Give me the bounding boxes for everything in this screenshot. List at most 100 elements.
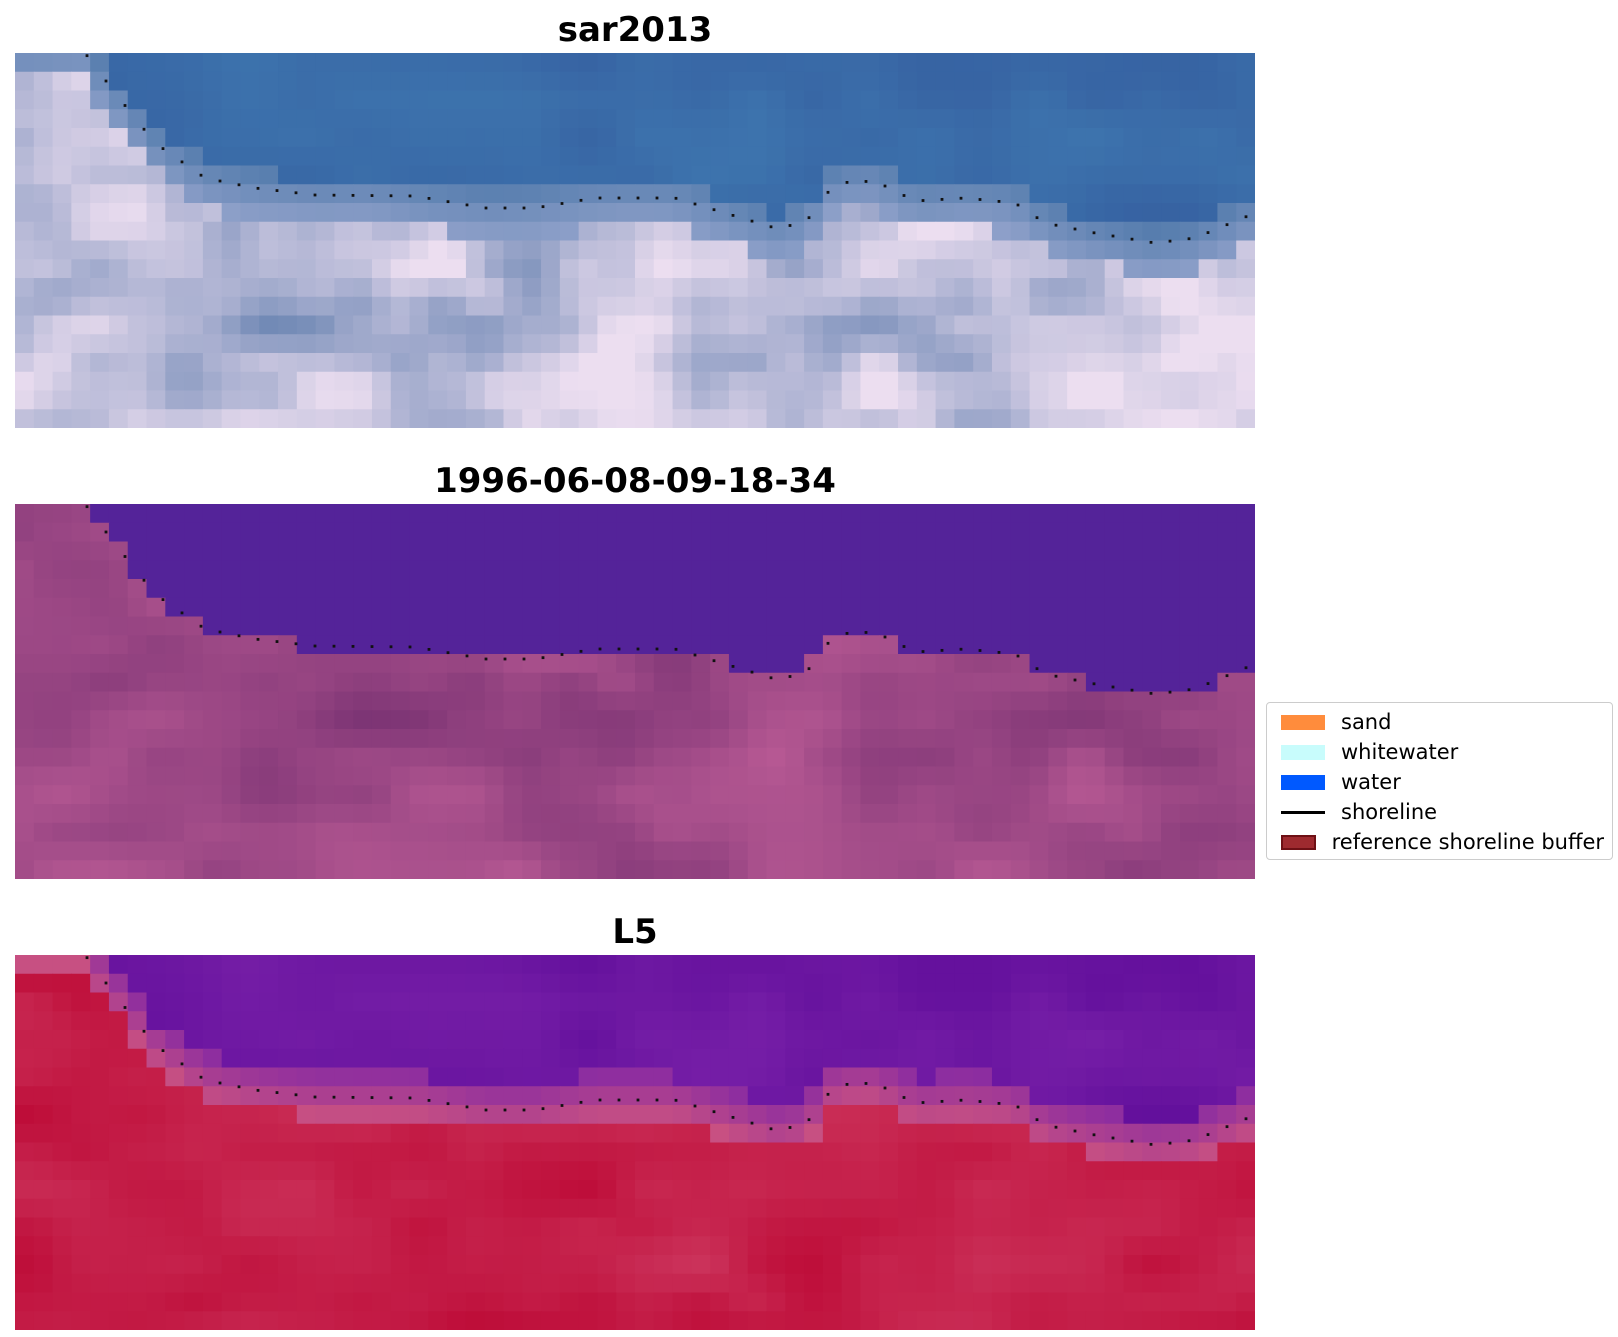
- shoreline-point: [104, 79, 108, 83]
- shoreline-point: [674, 1098, 678, 1102]
- shoreline-point: [1054, 1125, 1058, 1129]
- legend-item-sand: sand: [1275, 707, 1604, 737]
- shoreline-point: [332, 193, 336, 197]
- shoreline-point: [199, 624, 203, 628]
- shoreline-point: [161, 598, 165, 601]
- shoreline-point: [104, 981, 108, 985]
- panel-title-2: 1996-06-08-09-18-34: [434, 461, 836, 501]
- shoreline-overlay: [85, 956, 1248, 1146]
- shoreline-point: [237, 183, 241, 187]
- shoreline-point: [294, 1093, 298, 1097]
- shoreline-point: [123, 555, 127, 558]
- shoreline-point: [237, 634, 241, 638]
- shoreline-point: [693, 653, 697, 657]
- shoreline-point: [617, 647, 621, 651]
- shoreline-point: [1149, 240, 1153, 244]
- shoreline-point: [807, 1118, 811, 1122]
- shoreline-point: [161, 147, 165, 150]
- shoreline-point: [1016, 1105, 1020, 1109]
- legend-label-sand: sand: [1341, 710, 1392, 734]
- legend: sand whitewater water shoreline referenc…: [1266, 702, 1613, 860]
- shoreline-point: [218, 179, 222, 183]
- shoreline-point: [1206, 231, 1210, 234]
- shoreline-point: [408, 194, 412, 198]
- shoreline-point: [313, 644, 317, 648]
- shoreline-point: [484, 1108, 488, 1112]
- shoreline-point: [180, 611, 184, 615]
- panel-title-1: sar2013: [557, 10, 713, 50]
- shoreline-point: [731, 214, 735, 217]
- shoreline-point: [674, 647, 678, 651]
- shoreline-point: [142, 127, 146, 131]
- shoreline-point: [712, 659, 716, 663]
- shoreline-point: [978, 649, 982, 652]
- shoreline-point: [940, 197, 944, 201]
- shoreline-point: [1130, 1139, 1134, 1143]
- shoreline-point: [275, 640, 279, 643]
- shoreline-point: [484, 206, 488, 210]
- shoreline-point: [313, 193, 317, 197]
- shoreline-point: [731, 665, 735, 668]
- shoreline-point: [807, 667, 811, 671]
- shoreline-point: [218, 1081, 222, 1085]
- shoreline-point: [389, 1096, 393, 1100]
- shoreline-point: [883, 635, 887, 639]
- shoreline-point: [541, 205, 545, 209]
- shoreline-point: [636, 647, 640, 651]
- shoreline-point: [408, 645, 412, 649]
- shoreline-point: [826, 190, 830, 194]
- shoreline-point: [123, 104, 127, 107]
- shoreline-point: [1244, 666, 1248, 670]
- shoreline-point: [769, 676, 773, 680]
- shoreline-point: [1035, 216, 1039, 220]
- shoreline-point: [427, 197, 431, 200]
- shoreline-point: [256, 186, 260, 190]
- shoreline-point: [959, 1098, 963, 1102]
- shoreline-point: [1168, 239, 1172, 243]
- shoreline-point: [1206, 682, 1210, 685]
- panel-image-1: [15, 53, 1255, 428]
- shoreline-point: [199, 1075, 203, 1079]
- shoreline-point: [503, 1108, 507, 1112]
- shoreline-point: [750, 1121, 754, 1125]
- shoreline-point: [902, 194, 906, 197]
- shoreline-point: [294, 642, 298, 646]
- shoreline-point: [1073, 678, 1077, 682]
- shoreline-point: [807, 216, 811, 220]
- shoreline-point: [598, 647, 602, 651]
- reference-buffer-swatch: [1281, 834, 1316, 850]
- shoreline-point: [1111, 234, 1115, 238]
- shoreline-point: [712, 1110, 716, 1114]
- shoreline-point: [902, 1096, 906, 1099]
- shoreline-point: [332, 644, 336, 648]
- shoreline-point: [85, 956, 89, 960]
- shoreline-point: [902, 645, 906, 648]
- legend-label-reference-buffer: reference shoreline buffer: [1331, 830, 1604, 854]
- shoreline-point: [351, 644, 355, 648]
- water-swatch: [1281, 774, 1325, 790]
- shoreline-point: [674, 196, 678, 200]
- shoreline-point: [446, 651, 450, 655]
- panel-title-3: L5: [612, 912, 658, 952]
- shoreline-point: [408, 1096, 412, 1100]
- shoreline-point: [85, 505, 89, 509]
- shoreline-point: [940, 1099, 944, 1103]
- shoreline-point: [389, 194, 393, 198]
- shoreline-point: [142, 578, 146, 582]
- shoreline-point: [655, 1098, 659, 1102]
- shoreline-point: [693, 202, 697, 206]
- shoreline-point: [427, 1099, 431, 1102]
- shoreline-point: [1168, 1141, 1172, 1145]
- shoreline-point: [731, 1116, 735, 1119]
- shoreline-point: [769, 1127, 773, 1131]
- shoreline-point: [1016, 654, 1020, 658]
- shoreline-point: [617, 196, 621, 200]
- legend-label-whitewater: whitewater: [1341, 740, 1459, 764]
- shoreline-point: [883, 184, 887, 188]
- shoreline-point: [579, 649, 583, 653]
- shoreline-point: [579, 198, 583, 202]
- shoreline-point: [1092, 1133, 1096, 1137]
- shoreline-point: [446, 1102, 450, 1106]
- shoreline-point: [541, 656, 545, 660]
- shoreline-point: [370, 1096, 374, 1099]
